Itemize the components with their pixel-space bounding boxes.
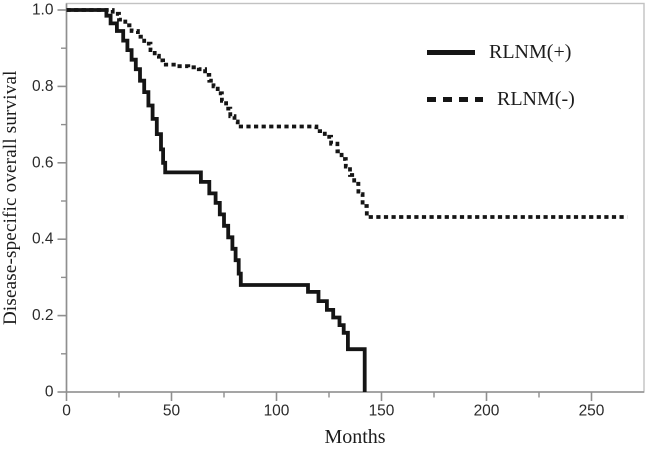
y-tick-label: 0.4 [32, 231, 54, 248]
x-axis-title: Months [324, 426, 386, 448]
legend-item-rlnm-positive: RLNM(+) [427, 42, 575, 62]
solid-line-swatch [427, 49, 475, 55]
survival-curve-solid [66, 8, 367, 392]
x-tick-label: 100 [264, 402, 290, 419]
legend-label: RLNM(-) [497, 88, 575, 110]
y-tick-label: 1.0 [32, 2, 54, 19]
x-tick-label: 50 [163, 402, 181, 419]
x-tick-label: 150 [369, 402, 395, 419]
y-tick-label: 0.8 [32, 78, 54, 95]
survival-curve-dashed [66, 8, 628, 219]
y-tick-label: 0.6 [32, 154, 54, 171]
x-tick-label: 250 [579, 402, 605, 419]
y-axis-title: Disease-specific overall survival [0, 70, 21, 325]
legend-label: RLNM(+) [489, 41, 572, 63]
y-tick-label: 0.2 [32, 307, 54, 324]
legend-item-rlnm-negative: RLNM(-) [427, 89, 575, 109]
x-tick-label: 0 [62, 402, 71, 419]
legend: RLNM(+) RLNM(-) [427, 42, 575, 109]
y-tick-label: 0 [45, 384, 54, 401]
dashed-line-swatch [427, 96, 483, 102]
x-tick-label: 200 [474, 402, 500, 419]
